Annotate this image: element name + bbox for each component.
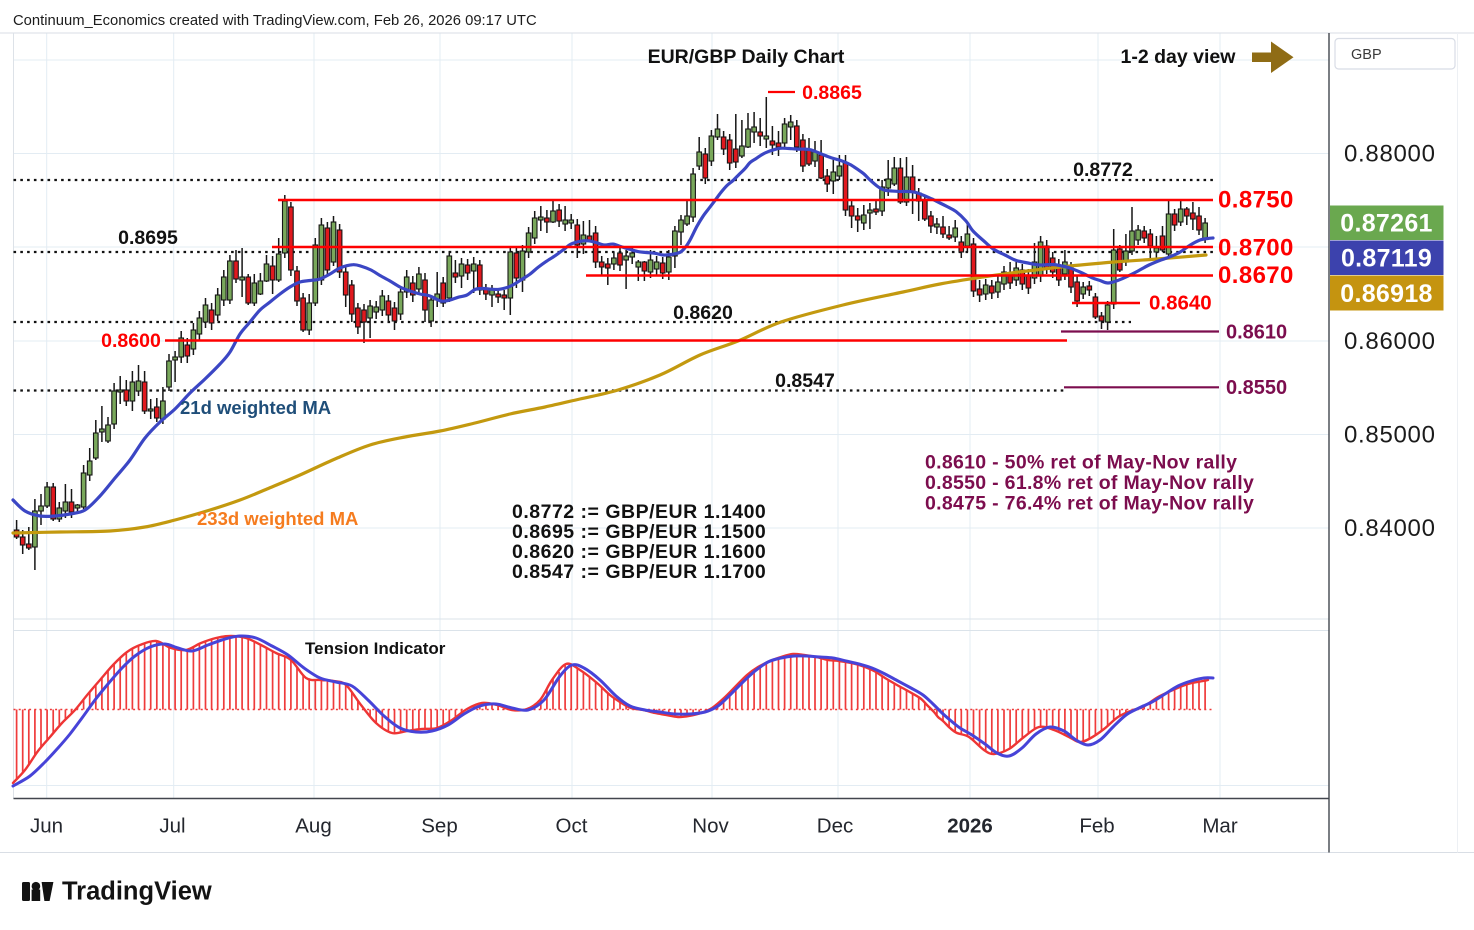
svg-text:0.8547: 0.8547 xyxy=(775,370,835,392)
svg-text:EUR/GBP Daily Chart: EUR/GBP Daily Chart xyxy=(648,46,845,68)
svg-text:Aug: Aug xyxy=(295,815,331,838)
svg-text:Feb: Feb xyxy=(1079,815,1114,838)
svg-text:0.84000: 0.84000 xyxy=(1344,515,1436,542)
svg-text:0.86918: 0.86918 xyxy=(1340,280,1432,308)
svg-text:GBP: GBP xyxy=(1351,47,1382,63)
svg-text:0.8610 - 50% ret of May-Nov ra: 0.8610 - 50% ret of May-Nov rally xyxy=(925,452,1237,474)
svg-text:2026: 2026 xyxy=(947,815,993,838)
svg-text:0.8475 - 76.4% ret of May-Nov: 0.8475 - 76.4% ret of May-Nov rally xyxy=(925,493,1254,515)
svg-text:Jun: Jun xyxy=(30,815,63,838)
svg-text:Jul: Jul xyxy=(159,815,185,838)
svg-text:0.8772: 0.8772 xyxy=(1073,159,1133,181)
svg-text:0.8695 := GBP/EUR 1.1500: 0.8695 := GBP/EUR 1.1500 xyxy=(512,521,766,543)
svg-text:0.8550: 0.8550 xyxy=(1226,377,1287,399)
svg-text:0.8620: 0.8620 xyxy=(673,302,733,324)
svg-text:Tension Indicator: Tension Indicator xyxy=(305,639,446,658)
svg-text:0.8640: 0.8640 xyxy=(1149,292,1212,315)
svg-text:0.8620 := GBP/EUR 1.1600: 0.8620 := GBP/EUR 1.1600 xyxy=(512,541,766,563)
svg-text:21d weighted MA: 21d weighted MA xyxy=(180,397,331,418)
svg-text:1-2 day view: 1-2 day view xyxy=(1121,46,1237,68)
svg-text:0.86000: 0.86000 xyxy=(1344,328,1436,355)
svg-text:Continuum_Economics created wi: Continuum_Economics created with Trading… xyxy=(13,13,537,29)
svg-text:0.8750: 0.8750 xyxy=(1218,187,1294,214)
svg-text:0.87261: 0.87261 xyxy=(1340,210,1432,238)
svg-text:0.8610: 0.8610 xyxy=(1226,322,1287,344)
svg-text:0.8695: 0.8695 xyxy=(118,227,178,249)
svg-text:Nov: Nov xyxy=(692,815,729,838)
svg-text:Sep: Sep xyxy=(421,815,457,838)
svg-text:0.8600: 0.8600 xyxy=(101,330,161,352)
svg-text:Mar: Mar xyxy=(1202,815,1237,838)
svg-text:TradingView: TradingView xyxy=(62,878,212,906)
svg-text:0.8547 := GBP/EUR 1.1700: 0.8547 := GBP/EUR 1.1700 xyxy=(512,561,766,583)
svg-text:0.8670: 0.8670 xyxy=(1218,262,1294,289)
svg-text:233d weighted MA: 233d weighted MA xyxy=(197,508,358,529)
svg-text:0.8700: 0.8700 xyxy=(1218,235,1294,262)
svg-text:0.88000: 0.88000 xyxy=(1344,141,1436,168)
svg-text:Oct: Oct xyxy=(556,815,588,838)
svg-text:0.8772 := GBP/EUR 1.1400: 0.8772 := GBP/EUR 1.1400 xyxy=(512,501,766,523)
svg-text:0.85000: 0.85000 xyxy=(1344,422,1436,449)
svg-text:0.8865: 0.8865 xyxy=(802,82,862,104)
svg-text:0.8550 - 61.8% ret of May-Nov: 0.8550 - 61.8% ret of May-Nov rally xyxy=(925,472,1254,494)
svg-text:Dec: Dec xyxy=(817,815,853,838)
svg-text:0.87119: 0.87119 xyxy=(1341,245,1432,273)
